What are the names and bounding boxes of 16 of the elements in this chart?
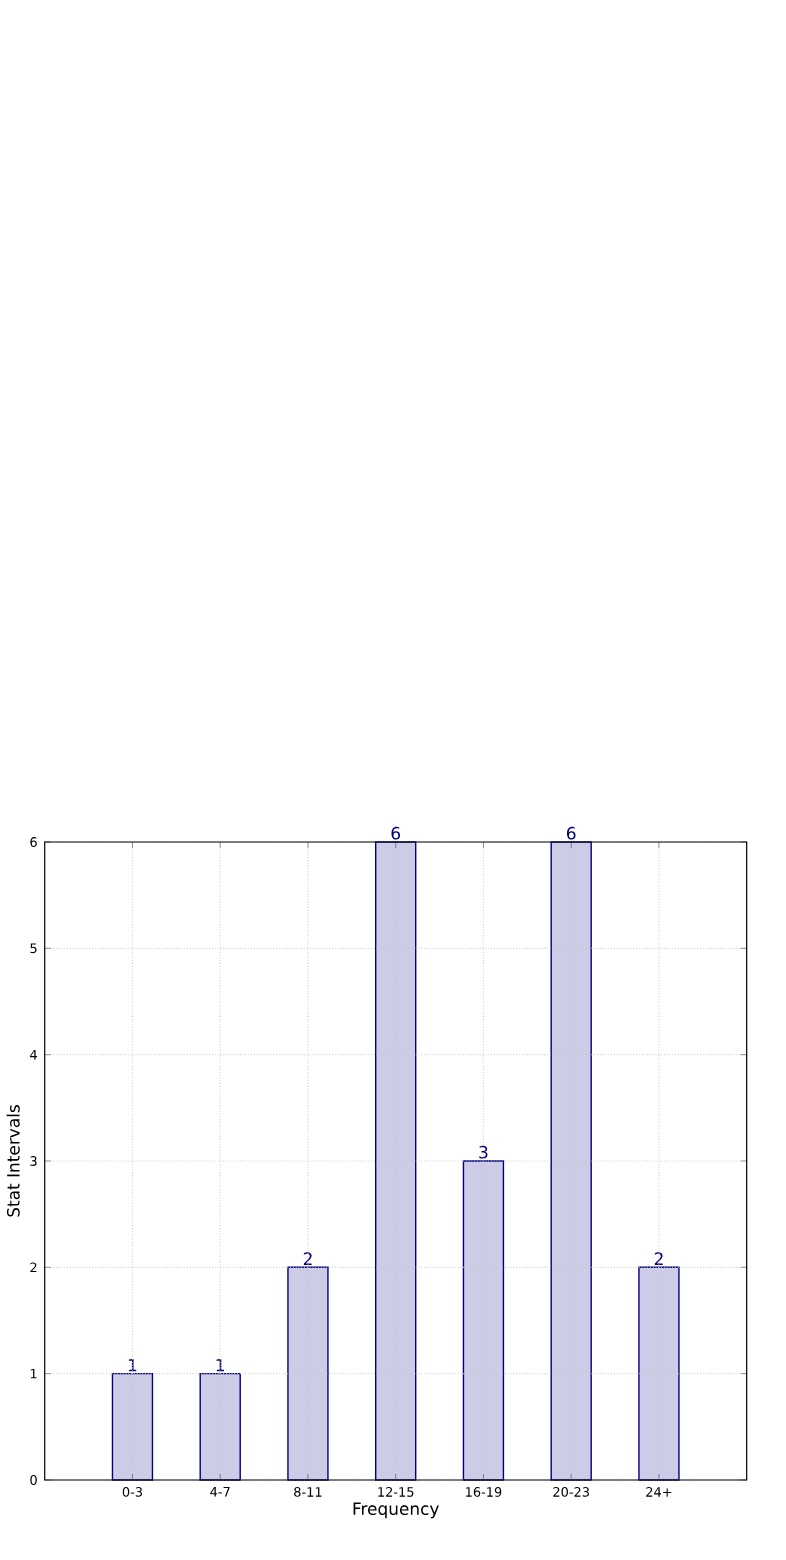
bar [550, 841, 592, 1481]
bar [111, 1372, 153, 1481]
data-label: 6 [566, 826, 576, 840]
data-label: 1 [128, 1358, 136, 1372]
bar [374, 841, 417, 1481]
data-label: 2 [303, 1252, 312, 1265]
data-label: 2 [654, 1252, 663, 1265]
data-label: 6 [391, 826, 400, 840]
bar [286, 1266, 329, 1481]
x-axis-title: Frequency [353, 1502, 439, 1519]
bar [462, 1160, 504, 1481]
data-label: 3 [479, 1145, 488, 1159]
data-label: 1 [216, 1358, 224, 1372]
bar [637, 1266, 680, 1481]
y-axis-title: Stat Intervals [6, 1105, 20, 1217]
bar [199, 1372, 241, 1481]
